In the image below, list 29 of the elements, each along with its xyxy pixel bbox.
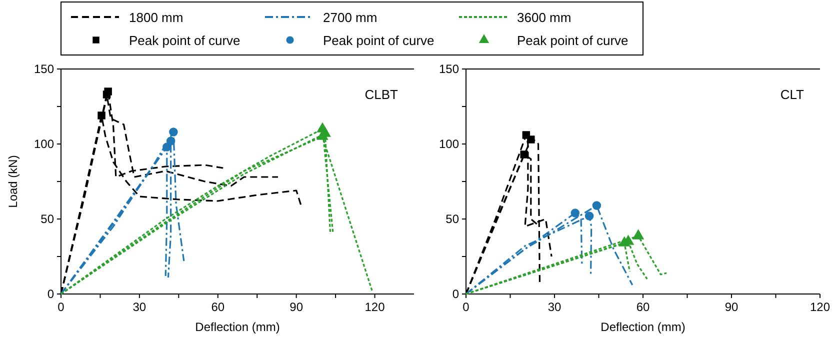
x-tick-label: 30 [548, 300, 562, 314]
x-tick-label: 60 [211, 300, 225, 314]
y-tick-label: 100 [34, 137, 54, 151]
x-tick-label: 90 [290, 300, 304, 314]
y-tick-label: 150 [34, 62, 54, 76]
legend-label: Peak point of curve [323, 33, 434, 48]
annotation: CLBT [364, 87, 398, 102]
x-tick-label: 120 [364, 300, 386, 314]
y-axis-title: Load (kN) [6, 155, 20, 208]
x-tick-label: 60 [636, 300, 650, 314]
y-tick-label: 50 [40, 212, 54, 226]
y-tick-label: 100 [438, 137, 460, 151]
x-axis-title: Deflection (mm) [195, 320, 280, 334]
x-axis-title: Deflection (mm) [600, 320, 686, 334]
legend-label: Peak point of curve [517, 33, 628, 48]
x-tick-label: 120 [810, 300, 830, 314]
y-tick-label: 0 [452, 287, 460, 301]
x-tick-label: 30 [132, 300, 146, 314]
y-tick-label: 50 [446, 212, 460, 226]
y-tick-label: 150 [438, 62, 460, 76]
annotation: CLT [780, 87, 804, 102]
legend-label: 1800 mm [129, 10, 184, 25]
legend-label: 2700 mm [323, 10, 378, 25]
legend-label: 3600 mm [517, 10, 572, 25]
x-tick-label: 0 [58, 300, 65, 314]
x-tick-label: 0 [462, 300, 470, 314]
x-tick-label: 90 [724, 300, 738, 314]
y-tick-label: 0 [47, 287, 54, 301]
legend-label: Peak point of curve [129, 33, 240, 48]
